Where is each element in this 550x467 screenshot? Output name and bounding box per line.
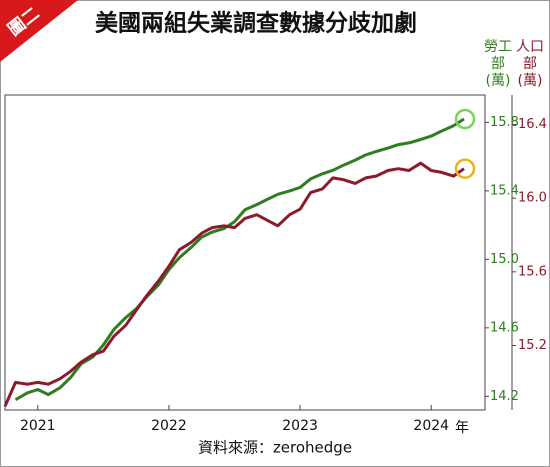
end-highlight bbox=[454, 158, 476, 179]
y2-label: (萬) bbox=[518, 73, 543, 89]
line-series bbox=[3, 161, 465, 407]
y-tick-label: 15.8 bbox=[490, 115, 519, 130]
y2-tick-label: 15.6 bbox=[518, 264, 547, 279]
chart-title: 美國兩組失業調查數據分歧加劇 bbox=[95, 10, 417, 37]
y2-label: 部 bbox=[523, 56, 537, 72]
y2-label: 人口 bbox=[516, 39, 544, 55]
y-tick-label: 14.6 bbox=[490, 320, 519, 335]
y-tick-label: 15.4 bbox=[490, 183, 519, 198]
line-series bbox=[14, 117, 465, 401]
plot-area bbox=[4, 94, 486, 411]
end-highlight bbox=[454, 108, 476, 130]
y-tick-label: 14.2 bbox=[490, 389, 519, 404]
x-unit: 年 bbox=[455, 420, 469, 436]
x-tick-label: 2021 bbox=[20, 418, 56, 434]
x-tick-label: 2024 bbox=[413, 418, 449, 434]
y-label: (萬) bbox=[486, 73, 511, 89]
y2-tick-label: 16.4 bbox=[518, 117, 547, 132]
y-label: 部 bbox=[491, 56, 505, 72]
y-label: 勞工 bbox=[484, 39, 512, 55]
y2-tick-label: 15.2 bbox=[518, 338, 547, 353]
y2-tick-label: 16.0 bbox=[518, 191, 547, 206]
source: 資料來源：zerohedge bbox=[198, 439, 352, 457]
y-tick-label: 15.0 bbox=[490, 252, 519, 267]
badge-bg bbox=[0, 0, 78, 62]
x-tick-label: 2022 bbox=[151, 418, 187, 434]
x-tick-label: 2023 bbox=[282, 418, 318, 434]
